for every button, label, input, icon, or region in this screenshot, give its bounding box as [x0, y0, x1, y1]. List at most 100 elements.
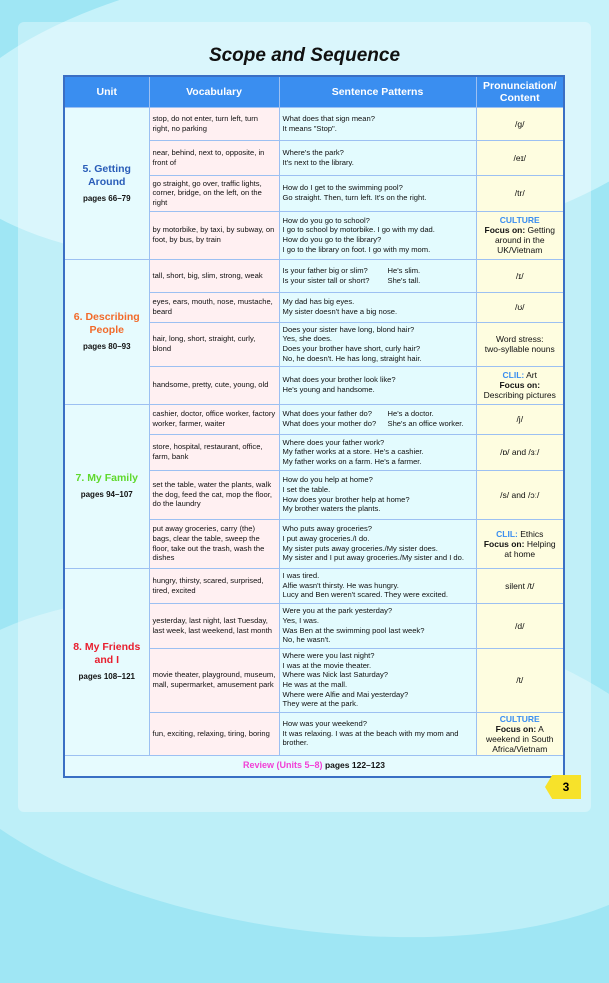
question: What does your mother do? — [282, 419, 377, 428]
header-sentence-patterns: Sentence Patterns — [278, 75, 477, 108]
sentence-patterns-cell: Were you at the park yesterday? Yes, I wa… — [278, 602, 477, 649]
table-row: store, hospital, restaurant, office, far… — [64, 433, 565, 471]
vocabulary-cell: movie theater, playground, museum, mall,… — [148, 647, 280, 713]
sentence-line: I was at the movie theater. — [282, 660, 372, 670]
content-tag: CLIL: — [502, 370, 525, 380]
table-row: handsome, pretty, cute, young, old What d… — [64, 365, 565, 405]
sentence-line: Is your sister tall or short? She's tall. — [283, 276, 473, 286]
vocabulary-cell: set the table, water the plants, walk th… — [148, 469, 280, 520]
sentence-line: How does your brother help at home? — [282, 494, 410, 504]
pronunciation-text: /d/ — [515, 620, 525, 631]
answer: She's tall. — [387, 275, 421, 285]
sentence-line: What does your mother do? She's an office… — [283, 419, 473, 429]
pronunciation-body: /s/ and /ɔː/ — [480, 490, 561, 500]
pronunciation-cell: /ɒ/ and /ɜː/ — [475, 433, 565, 471]
pronunciation-text: /t/ — [516, 675, 524, 685]
sentence-line: I put away groceries./I do. — [282, 533, 370, 543]
sentence-line: Does your brother have short, curly hair… — [282, 344, 421, 353]
sentence-line: No, he doesn't. He has long, straight ha… — [282, 353, 422, 363]
content-tag-line: CULTURE — [480, 215, 561, 225]
vocabulary-cell: hungry, thirsty, scared, surprised, tire… — [148, 567, 280, 604]
content-tag-line: CULTURE — [480, 714, 561, 724]
review-row: Review (Units 5–8) pages 122–123 — [63, 754, 565, 778]
vocabulary-cell: fun, exciting, relaxing, tiring, boring — [148, 711, 280, 756]
question: Is your sister tall or short? — [282, 275, 370, 285]
table-row: 8. My Friends and I pages 108–121 hungry, … — [63, 567, 565, 756]
review-label: Review (Units 5–8) — [243, 759, 323, 770]
header-vocabulary: Vocabulary — [148, 75, 280, 108]
sentence-line: I go to school by motorbike. I go with m… — [282, 225, 435, 235]
sentence-line: What does your father do? He's a doctor. — [283, 409, 473, 419]
sentence-line: Where was Nick last Saturday? — [282, 670, 389, 680]
sentence-line: My sister doesn't have a big nose. — [282, 307, 398, 316]
vocabulary-cell: tall, short, big, slim, strong, weak — [148, 258, 280, 293]
unit-name: 8. My Friends and I — [73, 641, 141, 667]
sentence-patterns-cell: How do you go to school? I go to school b… — [278, 210, 477, 260]
sentence-line: My dad has big eyes. — [282, 297, 355, 307]
pronunciation-text: /ʊ/ — [514, 302, 525, 312]
sentence-line: Lucy and Ben weren't scared. They were e… — [282, 590, 449, 600]
pronunciation-body: /g/ — [480, 119, 561, 129]
unit-cell: 8. My Friends and I pages 108–121 — [63, 567, 150, 756]
pronunciation-text: A weekend in South Africa/Vietnam — [485, 723, 554, 754]
sentence-line: Where were you last night? — [282, 651, 375, 661]
table-row: put away groceries, carry (the) bags, cl… — [64, 518, 565, 569]
unit-pages: pages 80–93 — [82, 342, 131, 352]
sentence-line: Alfie wasn't thirsty. He was hungry. — [282, 580, 399, 590]
sentence-patterns-cell: Does your sister have long, blond hair? Y… — [278, 321, 477, 367]
pronunciation-cell: CLIL: Ethics Focus on: Helping at home — [475, 518, 565, 569]
answer: He's slim. — [387, 265, 421, 275]
pronunciation-body: /t/ — [480, 675, 561, 685]
content-tag: CULTURE — [499, 215, 540, 225]
pronunciation-text: Getting around in the UK/Vietnam — [494, 225, 555, 255]
pronunciation-text: Word stress: — [495, 334, 544, 344]
table-row: eyes, ears, mouth, nose, mustache, beard… — [64, 291, 565, 323]
sentence-line: Where were Alfie and Mai yesterday? — [282, 689, 409, 699]
sentence-line: My sister and I put away groceries./My s… — [282, 553, 464, 563]
sentence-line: Where does your father work? — [282, 437, 385, 447]
sentence-line: How do you help at home? — [282, 475, 373, 485]
sentence-line: Were you at the park yesterday? — [282, 606, 393, 616]
sentence-line: My brother waters the plants. — [282, 504, 381, 514]
pronunciation-cell: /ʊ/ — [475, 291, 565, 323]
sentence-patterns-cell: Where does your father work? My father wo… — [278, 433, 477, 471]
pronunciation-text: /s/ and /ɔː/ — [500, 489, 540, 500]
content-subject: Ethics — [517, 528, 544, 539]
vocabulary-cell: cashier, doctor, office worker, factory … — [148, 403, 280, 435]
sentence-patterns-cell: What does that sign mean? It means "Stop"… — [278, 106, 477, 141]
pronunciation-body: /ɒ/ and /ɜː/ — [480, 447, 561, 457]
sentence-patterns-cell: How do I get to the swimming pool? Go str… — [278, 174, 477, 212]
table-row: hair, long, short, straight, curly, blon… — [64, 321, 565, 367]
unit-pages: pages 108–121 — [78, 672, 136, 682]
unit-name: 7. My Family — [75, 472, 138, 485]
sentence-patterns-cell: How do you help at home? I set the table.… — [278, 469, 477, 520]
pronunciation-body: /d/ — [480, 621, 561, 631]
header-pronunciation: Pronunciation/ Content — [475, 75, 565, 108]
sentence-line: I was tired. — [282, 571, 320, 581]
scope-sequence-table: Unit Vocabulary Sentence Patterns Pronun… — [63, 75, 565, 778]
table-row: set the table, water the plants, walk th… — [64, 469, 565, 520]
answer: He's a doctor. — [387, 409, 434, 419]
sentence-line: Who puts away groceries? — [282, 524, 372, 534]
unit-cell: 7. My Family pages 94–107 — [63, 403, 150, 569]
vocabulary-cell: go straight, go over, traffic lights, co… — [148, 174, 280, 212]
pronunciation-cell: /tr/ — [475, 174, 565, 212]
review-pages: pages 122–123 — [324, 759, 385, 770]
pronunciation-cell: CULTURE Focus on: A weekend in South Afri… — [475, 711, 565, 756]
pronunciation-cell: /t/ — [475, 647, 565, 713]
sentence-patterns-cell: What does your brother look like? He's yo… — [278, 365, 477, 405]
vocabulary-cell: store, hospital, restaurant, office, far… — [148, 433, 280, 471]
vocabulary-cell: hair, long, short, straight, curly, blon… — [148, 321, 280, 367]
table-row: movie theater, playground, museum, mall,… — [64, 647, 565, 713]
focus-label: Focus on: — [499, 380, 541, 390]
pronunciation-text: Describing pictures — [483, 390, 556, 400]
sentence-patterns-cell: My dad has big eyes. My sister doesn't ha… — [278, 291, 477, 323]
sentence-line: He's young and handsome. — [282, 385, 375, 394]
pronunciation-text: /eɪ/ — [513, 152, 526, 163]
review-cell: Review (Units 5–8) pages 122–123 — [63, 754, 565, 778]
pronunciation-cell: /d/ — [475, 602, 565, 649]
content-tag: CLIL: — [496, 528, 518, 539]
sentence-line: How do you go to school? — [282, 215, 370, 225]
sentence-patterns-cell: Who puts away groceries? I put away groce… — [278, 518, 477, 569]
page-number: 3 — [545, 775, 581, 799]
